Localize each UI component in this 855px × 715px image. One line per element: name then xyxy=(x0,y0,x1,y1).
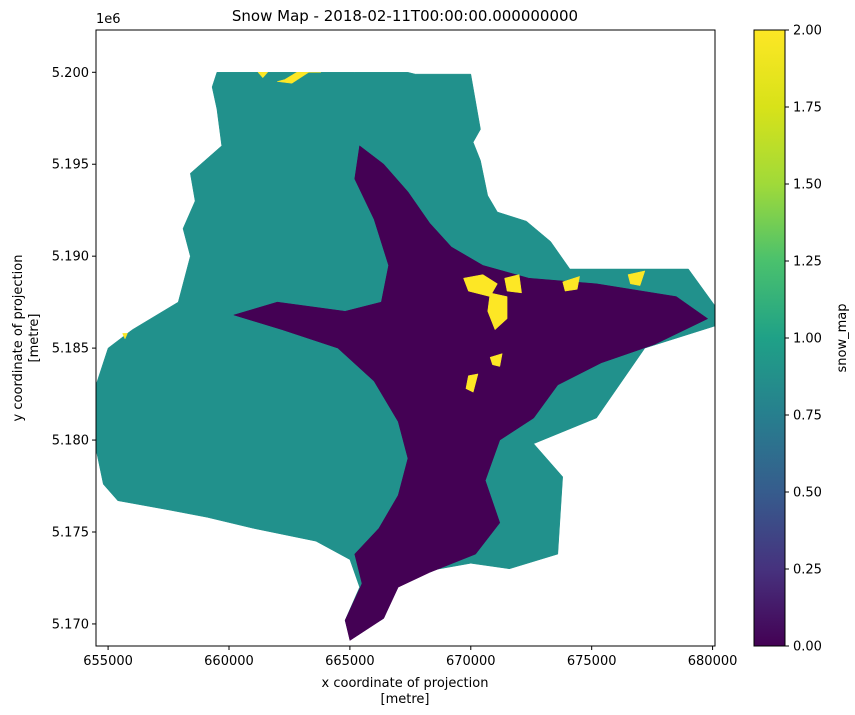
snow-class-2-region-11 xyxy=(122,333,128,340)
snow-class-2-region-6 xyxy=(627,270,646,286)
colorbar-tick-label: 0.00 xyxy=(793,640,822,655)
x-tick-label: 665000 xyxy=(325,654,375,669)
y-tick-label: 5.200 xyxy=(52,66,89,81)
snow-class-2-region-5 xyxy=(562,276,580,292)
y-axis-label-line2: [metre] xyxy=(27,314,42,363)
x-tick-label: 680000 xyxy=(688,654,738,669)
colorbar-tick-label: 2.00 xyxy=(793,24,822,39)
y-tick-label: 5.180 xyxy=(52,434,89,449)
y-tick-label: 5.190 xyxy=(52,250,89,265)
colorbar xyxy=(753,29,786,647)
snow-class-2-region-7 xyxy=(489,353,503,367)
snow-class-2-region-10 xyxy=(277,72,321,84)
snow-class-2-region-2 xyxy=(463,274,498,297)
snow-class-2-region-9 xyxy=(257,72,269,79)
x-tick-label: 675000 xyxy=(567,654,617,669)
x-axis-label-line1: x coordinate of projection xyxy=(322,676,489,691)
y-tick-label: 5.185 xyxy=(52,342,89,357)
snow-class-2-region-3 xyxy=(487,292,508,331)
x-axis: 655000 660000 665000 670000 675000 680000 xyxy=(83,646,737,669)
chart-title: Snow Map - 2018-02-11T00:00:00.000000000 xyxy=(232,7,578,25)
y-tick-label: 5.170 xyxy=(52,617,89,632)
snow-map-raster xyxy=(96,72,715,641)
colorbar-tick-label: 1.25 xyxy=(793,255,822,270)
colorbar-tick-label: 1.50 xyxy=(793,178,822,193)
colorbar-tick-label: 1.00 xyxy=(793,332,822,347)
x-tick-label: 670000 xyxy=(446,654,496,669)
plot-area-frame xyxy=(95,29,716,647)
colorbar-label: snow_map xyxy=(835,304,850,373)
snow-class-0-region-1 xyxy=(232,145,709,641)
x-tick-label: 660000 xyxy=(204,654,254,669)
colorbar-tick-label: 0.25 xyxy=(793,563,822,578)
snow-class-2-region-4 xyxy=(504,274,522,294)
colorbar-tick-label: 0.75 xyxy=(793,409,822,424)
x-tick-label: 655000 xyxy=(83,654,133,669)
y-tick-label: 5.195 xyxy=(52,158,89,173)
colorbar-axis: 0.00 0.25 0.50 0.75 1.00 1.25 1.50 1.75 2.00 xyxy=(785,24,822,655)
y-tick-label: 5.175 xyxy=(52,525,89,540)
y-axis-label-line1: y coordinate of projection xyxy=(11,255,26,422)
colorbar-tick-label: 0.50 xyxy=(793,486,822,501)
y-axis-offset-label: 1e6 xyxy=(96,12,121,27)
colorbar-tick-label: 1.75 xyxy=(793,101,822,116)
y-axis: 5.170 5.175 5.180 5.185 5.190 5.195 5.200 xyxy=(52,66,96,632)
snow-class-2-region-8 xyxy=(465,373,479,393)
x-axis-label-line2: [metre] xyxy=(381,692,430,707)
